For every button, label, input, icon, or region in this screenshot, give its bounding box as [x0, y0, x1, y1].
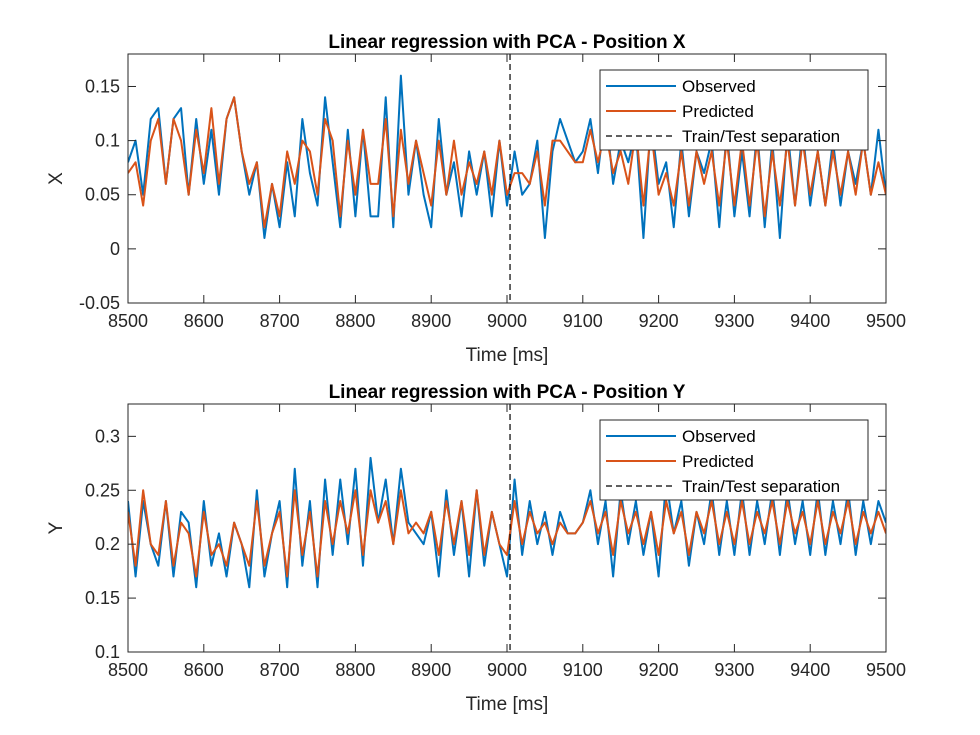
y-tick-label: 0.3 — [95, 426, 120, 446]
chart-panel-position-y: 8500 8600 8700 8800 8900 9000 9100 9200 9300 9400… — [46, 382, 906, 715]
legend-label: Train/Test separation — [682, 127, 840, 146]
series-line-predicted — [128, 489, 886, 578]
x-tick-label: 9000 — [487, 660, 527, 680]
y-tick-label: 0.25 — [85, 480, 120, 500]
x-tick-label: 9300 — [714, 311, 754, 331]
x-tick-label: 8900 — [411, 311, 451, 331]
x-tick-label: 8800 — [335, 660, 375, 680]
y-tick-label: 0.1 — [95, 642, 120, 662]
series-line-predicted — [128, 96, 886, 229]
x-tick-label: 9200 — [639, 660, 679, 680]
legend: Observed Predicted Train/Test separation — [599, 419, 869, 501]
x-tick-label: 8700 — [260, 660, 300, 680]
legend-label: Predicted — [682, 102, 754, 121]
x-tick-label: 9000 — [487, 311, 527, 331]
y-tick-label: 0 — [110, 239, 120, 259]
y-tick-label: 0.05 — [85, 185, 120, 205]
x-axis-label: Time [ms] — [466, 345, 549, 366]
x-tick-label: 9100 — [563, 311, 603, 331]
y-tick-label: 0.1 — [95, 131, 120, 151]
x-tick-label: 9500 — [866, 660, 906, 680]
legend: Observed Predicted Train/Test separation — [599, 69, 869, 151]
y-tick-label: 0.15 — [85, 588, 120, 608]
x-tick-label: 8700 — [260, 311, 300, 331]
x-tick-label: 9400 — [790, 660, 830, 680]
x-tick-label: 9300 — [714, 660, 754, 680]
x-tick-label: 8800 — [335, 311, 375, 331]
legend-label: Observed — [682, 427, 756, 446]
x-tick-label: 8500 — [108, 311, 148, 331]
y-axis-label: X — [46, 172, 67, 185]
x-axis-label: Time [ms] — [466, 694, 549, 715]
chart-panel-position-x: 8500 8600 8700 8800 8900 9000 9100 9200 9300 9400… — [46, 32, 906, 366]
legend-label: Train/Test separation — [682, 477, 840, 496]
x-tick-label: 9100 — [563, 660, 603, 680]
x-tick-label: 8900 — [411, 660, 451, 680]
x-tick-label: 9400 — [790, 311, 830, 331]
x-tick-label: 8500 — [108, 660, 148, 680]
y-tick-label: 0.15 — [85, 76, 120, 96]
y-tick-label: -0.05 — [79, 293, 120, 313]
chart-title: Linear regression with PCA - Position X — [328, 32, 686, 53]
chart-title: Linear regression with PCA - Position Y — [329, 382, 686, 403]
legend-box — [599, 419, 869, 501]
y-axis-label: Y — [46, 521, 67, 534]
legend-label: Predicted — [682, 452, 754, 471]
x-tick-label: 8600 — [184, 311, 224, 331]
x-tick-label: 9500 — [866, 311, 906, 331]
legend-label: Observed — [682, 77, 756, 96]
x-tick-label: 9200 — [639, 311, 679, 331]
x-tick-label: 8600 — [184, 660, 224, 680]
y-tick-label: 0.2 — [95, 534, 120, 554]
